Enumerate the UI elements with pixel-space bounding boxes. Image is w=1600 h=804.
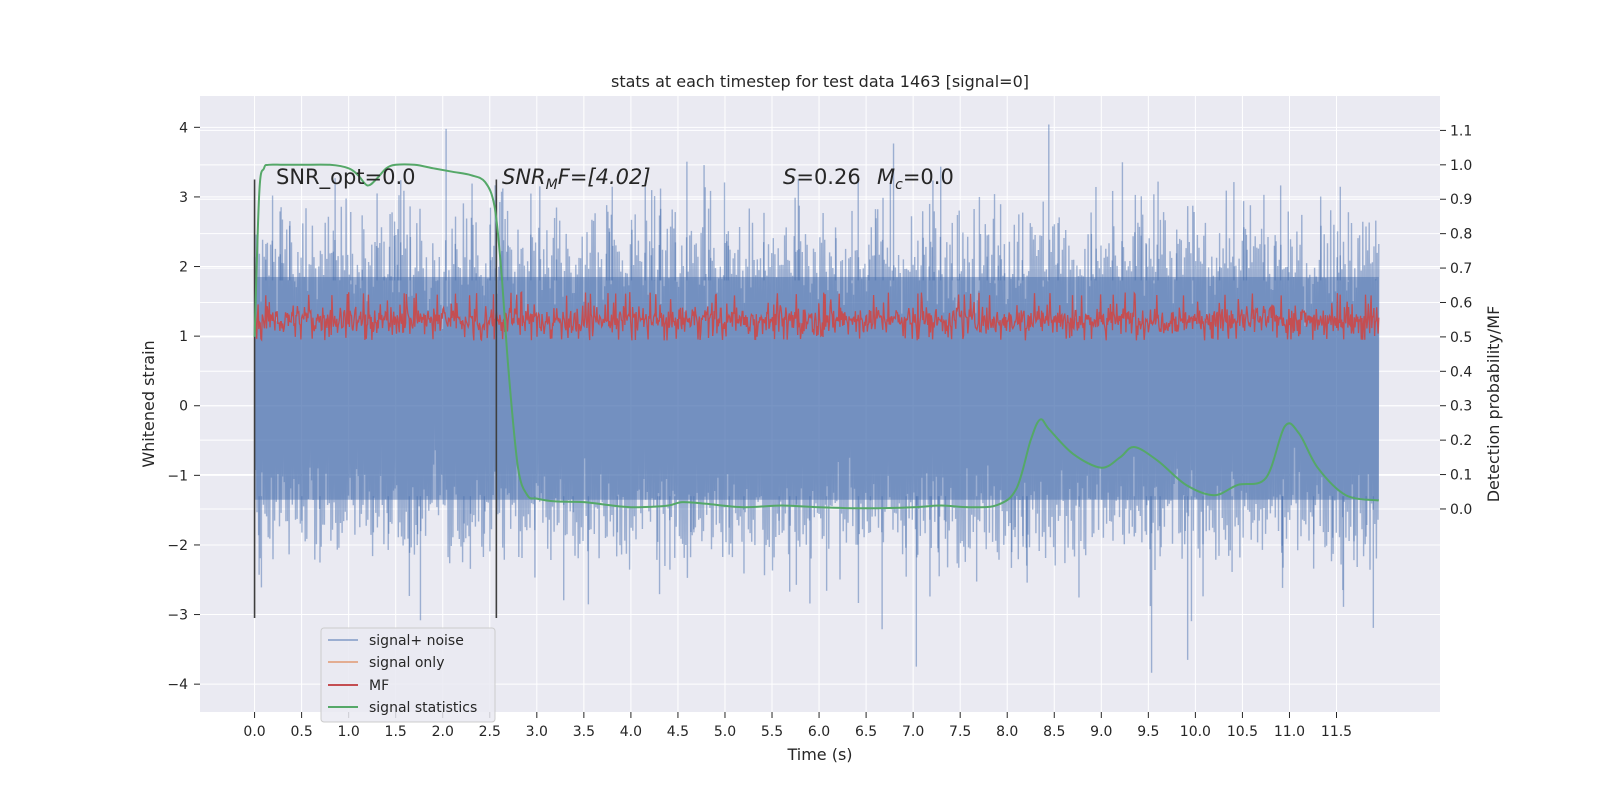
x-tick-label: 5.5 <box>761 724 783 740</box>
y-right-tick-label: 0.4 <box>1450 364 1472 380</box>
x-tick-label: 3.0 <box>526 724 548 740</box>
y-right-tick-label: 0.8 <box>1450 227 1472 243</box>
legend-label-signal-only: signal only <box>369 655 444 671</box>
y-tick-label: 1 <box>179 329 188 345</box>
y-right-tick-label: 1.0 <box>1450 158 1472 174</box>
y-right-tick-label: 0.7 <box>1450 261 1472 277</box>
x-tick-label: 0.5 <box>290 724 312 740</box>
signal-statistics-series <box>253 163 1379 510</box>
y-right-tick-label: 1.1 <box>1450 123 1472 139</box>
x-tick-label: 9.5 <box>1137 724 1159 740</box>
signal-statistics-line <box>253 163 1379 510</box>
x-tick-label: 11.5 <box>1321 724 1352 740</box>
y-tick-label: −3 <box>167 608 188 624</box>
s-annotation: S=0.26 <box>783 165 861 189</box>
legend-label-mf: MF <box>369 678 389 694</box>
y-tick-label: 3 <box>179 190 188 206</box>
y-tick-label: 4 <box>179 120 188 136</box>
x-tick-label: 4.0 <box>620 724 642 740</box>
x-tick-label: 8.0 <box>996 724 1018 740</box>
x-tick-label: 7.0 <box>902 724 924 740</box>
legend: signal+ noise signal only MF signal stat… <box>320 627 496 723</box>
x-tick-label: 9.0 <box>1090 724 1112 740</box>
y-right-tick-label: 0.5 <box>1450 330 1472 346</box>
y-right-tick-label: 0.1 <box>1450 468 1472 484</box>
x-tick-label: 5.0 <box>714 724 736 740</box>
x-tick-label: 2.0 <box>432 724 454 740</box>
y-right-tick-label: 0.2 <box>1450 433 1472 449</box>
legend-label-signal-noise: signal+ noise <box>369 633 464 649</box>
x-tick-label: 0.0 <box>243 724 265 740</box>
x-tick-label: 10.0 <box>1180 724 1211 740</box>
x-tick-label: 8.5 <box>1043 724 1065 740</box>
snr-mf-annotation: SNRMF=[4.02] <box>502 165 651 193</box>
ticks: 0.0 0.5 1.0 1.5 2.0 2.5 3.0 3.5 4.0 4.5 5.0 5.5 6.0 6… <box>167 120 1472 740</box>
chart-title: stats at each timestep for test data 146… <box>611 72 1029 91</box>
vertical-markers <box>253 179 498 619</box>
x-axis-label: Time (s) <box>786 745 852 764</box>
x-tick-label: 7.5 <box>949 724 971 740</box>
x-tick-label: 4.5 <box>667 724 689 740</box>
x-tick-label: 2.5 <box>479 724 501 740</box>
y-tick-label: −4 <box>167 677 188 693</box>
y-right-tick-label: 0.9 <box>1450 192 1472 208</box>
y-right-tick-label: 0.3 <box>1450 399 1472 415</box>
y-tick-label: −2 <box>167 538 188 554</box>
y-axis-label: Whitened strain <box>139 340 158 467</box>
legend-label-signal-statistics: signal statistics <box>369 700 477 716</box>
x-tick-label: 1.0 <box>338 724 360 740</box>
mf-series <box>253 291 1380 342</box>
mc-annotation: Mc=0.0 <box>877 165 954 193</box>
y-axis-right-label: Detection probability/MF <box>1484 306 1503 503</box>
y-tick-label: −1 <box>167 468 188 484</box>
x-tick-label: 1.5 <box>385 724 407 740</box>
x-tick-label: 11.0 <box>1274 724 1305 740</box>
y-tick-label: 2 <box>179 260 188 276</box>
x-tick-label: 6.0 <box>808 724 830 740</box>
snr-opt-annotation: SNR_opt=0.0 <box>276 165 416 190</box>
mf-line <box>253 291 1380 342</box>
x-tick-label: 6.5 <box>855 724 877 740</box>
x-tick-label: 10.5 <box>1227 724 1258 740</box>
y-right-tick-label: 0.0 <box>1450 502 1472 518</box>
x-tick-label: 3.5 <box>573 724 595 740</box>
legend-box <box>320 627 496 723</box>
y-tick-label: 0 <box>179 399 188 415</box>
signal-noise-core <box>254 276 1379 500</box>
y-right-tick-label: 0.6 <box>1450 295 1472 311</box>
